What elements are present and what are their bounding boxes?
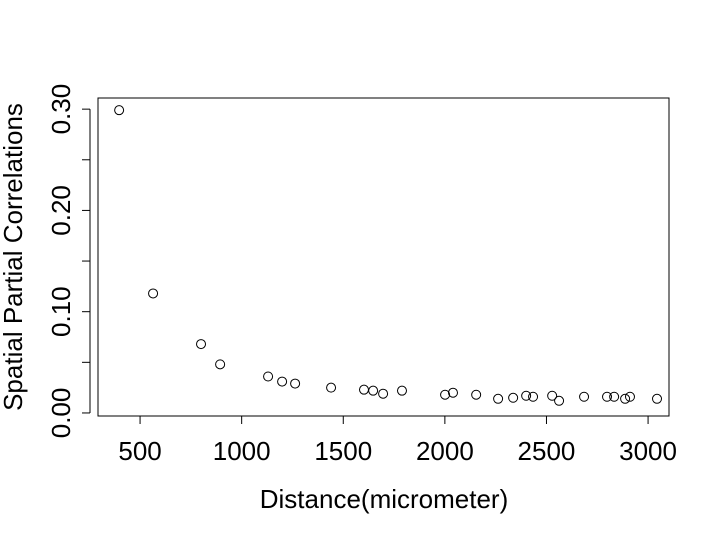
- x-tick-label: 500: [118, 436, 161, 466]
- point: [368, 385, 379, 396]
- x-tick-label: 1000: [213, 436, 271, 466]
- point: [547, 390, 558, 401]
- point: [196, 339, 207, 350]
- point: [652, 393, 663, 404]
- y-tick-label: 0.00: [46, 388, 76, 439]
- point: [148, 288, 159, 299]
- point: [528, 391, 539, 402]
- point: [521, 390, 532, 401]
- point: [471, 389, 482, 400]
- point: [579, 391, 590, 402]
- point: [609, 391, 620, 402]
- y-tick-label: 0.20: [46, 185, 76, 236]
- x-axis-label: Distance(micrometer): [260, 484, 509, 514]
- point: [114, 105, 125, 116]
- point: [447, 387, 458, 398]
- x-tick-label: 3000: [619, 436, 677, 466]
- x-tick-label: 2000: [416, 436, 474, 466]
- x-tick-label: 1500: [314, 436, 372, 466]
- point: [620, 393, 631, 404]
- point: [508, 392, 519, 403]
- point: [440, 389, 451, 400]
- point: [263, 371, 274, 382]
- x-tick-label: 2500: [518, 436, 576, 466]
- point: [326, 382, 337, 393]
- point: [396, 385, 407, 396]
- y-tick-label: 0.10: [46, 286, 76, 337]
- point: [215, 359, 226, 370]
- point: [602, 391, 613, 402]
- point: [493, 393, 504, 404]
- point: [290, 378, 301, 389]
- point: [554, 395, 565, 406]
- y-axis-label: Spatial Partial Correlations: [0, 103, 28, 411]
- y-tick-label: 0.30: [46, 84, 76, 135]
- plot-frame: [97, 97, 670, 417]
- point: [358, 384, 369, 395]
- point: [624, 391, 635, 402]
- point: [277, 376, 288, 387]
- point: [378, 388, 389, 399]
